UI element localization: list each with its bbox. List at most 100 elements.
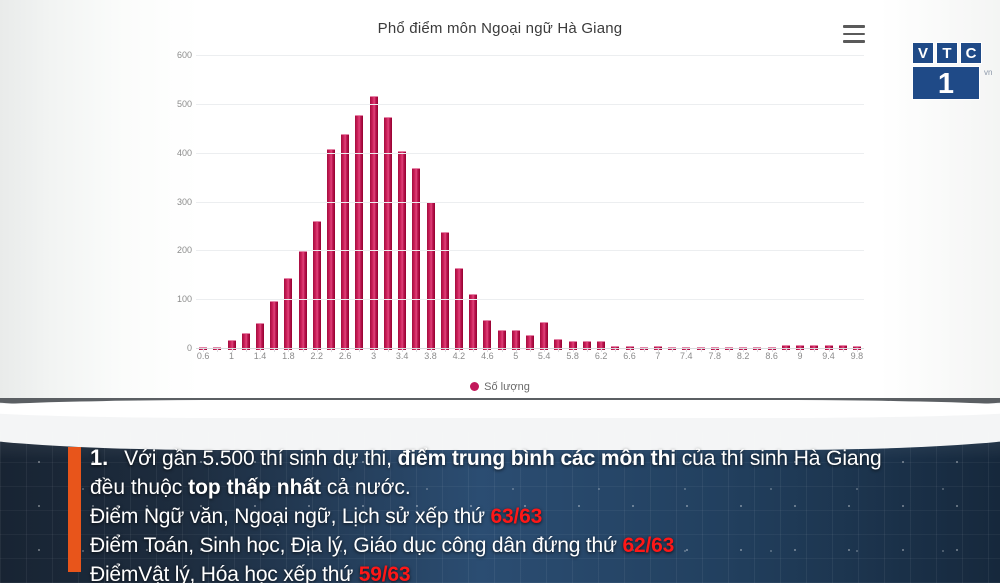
gridline: [196, 152, 864, 154]
bar[interactable]: [497, 329, 506, 350]
x-axis-tick-mark: [601, 348, 603, 352]
gridline: [196, 250, 864, 252]
x-axis-tick-mark: [444, 348, 446, 352]
chart-legend[interactable]: Số lượng: [0, 381, 1000, 393]
bar[interactable]: [227, 340, 236, 350]
bar[interactable]: [284, 278, 293, 350]
banner-line1-part-c: của thí sinh Hà Giang: [676, 447, 882, 470]
y-axis-tick-label: 500: [176, 98, 192, 109]
x-axis-tick-mark: [586, 348, 588, 352]
x-axis-tick-label: 6.2: [594, 351, 608, 361]
x-axis-tick-label: 8.6: [765, 351, 778, 361]
bar[interactable]: [312, 221, 321, 350]
gridline: [196, 55, 864, 56]
bar[interactable]: [582, 341, 591, 350]
bar[interactable]: [781, 345, 790, 350]
x-axis-tick-label: 2.2: [310, 351, 324, 361]
x-axis-tick-mark: [643, 348, 645, 352]
x-axis-tick-mark: [473, 348, 475, 352]
x-axis-tick-label: 1: [228, 351, 234, 361]
bar[interactable]: [838, 344, 847, 350]
bar[interactable]: [341, 134, 350, 350]
bar[interactable]: [810, 345, 819, 350]
x-axis-tick-mark: [814, 348, 816, 352]
x-axis-tick-mark: [515, 348, 517, 352]
banner-line-1: 1. Với gần 5.500 thí sinh dự thi, điểm tr…: [90, 443, 990, 473]
x-axis-tick-label: 9.4: [822, 351, 835, 361]
banner-line-3: Điểm Ngữ văn, Ngoại ngữ, Lịch sử xếp thứ…: [90, 502, 990, 531]
logo-letter-t: T: [936, 42, 958, 64]
bar[interactable]: [256, 323, 264, 350]
chart-plot-area: 0 100 200 300 400 500 600 0.6 1 1.4 1.8 2.2 2.6 3 3.4 3…: [177, 50, 864, 361]
banner-rank-ly: 59/63: [358, 563, 411, 583]
x-axis-tick-label: 1.4: [253, 351, 267, 361]
bar[interactable]: [796, 344, 804, 350]
x-axis-tick-mark: [743, 348, 745, 352]
x-axis-tick-label: 3: [371, 351, 377, 361]
bar[interactable]: [597, 341, 606, 350]
banner-line2-bold: top thấp nhất: [188, 476, 322, 499]
x-axis-tick-label: 5.4: [537, 351, 551, 361]
bar[interactable]: [270, 301, 279, 350]
logo-suffix: vn: [984, 68, 993, 77]
x-axis-tick-label: 0.6: [196, 351, 210, 361]
x-axis-tick-mark: [558, 348, 560, 352]
logo-letter-c: C: [960, 42, 982, 64]
banner-item-number: 1.: [90, 445, 109, 470]
tv-screen: Phổ điểm môn Ngoại ngữ Hà Giang 0 100 200 3…: [0, 0, 1000, 420]
y-axis-tick-label: 200: [176, 245, 192, 256]
banner-line-5: ĐiểmVật lý, Hóa học xếp thứ 59/63: [90, 560, 990, 583]
hamburger-menu-icon[interactable]: [843, 25, 865, 43]
x-axis-tick-mark: [800, 348, 801, 352]
gridline: [196, 103, 864, 105]
x-axis-tick-label: 7.4: [680, 351, 693, 361]
x-axis-tick-mark: [672, 348, 674, 352]
x-axis-tick-mark: [430, 348, 432, 352]
bar[interactable]: [369, 96, 378, 350]
banner-line1-part-a: Với gần 5.500 thí sinh dự thi,: [124, 447, 398, 470]
bar[interactable]: [440, 231, 449, 350]
x-axis-tick-mark: [842, 348, 844, 352]
x-axis-tick-mark: [402, 348, 404, 352]
bar[interactable]: [568, 340, 577, 350]
bar[interactable]: [327, 148, 335, 350]
x-axis-tick-mark: [217, 348, 219, 352]
x-axis-tick-label: 3.8: [424, 351, 437, 361]
x-axis-tick-label: 9.8: [850, 351, 864, 361]
logo-letter-v: V: [912, 42, 934, 64]
bar[interactable]: [383, 117, 392, 350]
bar[interactable]: [540, 322, 549, 350]
banner-line-4: Điểm Toán, Sinh học, Địa lý, Giáo dục cô…: [90, 531, 990, 560]
bar[interactable]: [526, 335, 534, 350]
bar[interactable]: [241, 332, 250, 350]
bar[interactable]: [824, 344, 833, 350]
x-axis-tick-mark: [260, 348, 261, 352]
y-axis-tick-label: 600: [176, 50, 192, 60]
bezel-edge-light: [0, 400, 1000, 418]
bar[interactable]: [483, 319, 492, 350]
x-axis-tick-mark: [288, 348, 290, 352]
bar[interactable]: [511, 330, 520, 350]
x-axis-tick-label: 4.2: [452, 351, 466, 361]
x-axis-tick-mark: [828, 348, 830, 352]
bar[interactable]: [426, 201, 435, 350]
bar[interactable]: [554, 339, 563, 350]
x-axis-tick-mark: [686, 348, 688, 352]
banner-text: 1. Với gần 5.500 thí sinh dự thi, điểm tr…: [90, 443, 990, 583]
bar[interactable]: [469, 294, 478, 350]
x-axis-tick-label: 6.6: [623, 351, 636, 361]
logo-channel-number: 1: [912, 66, 980, 100]
gridline: [196, 201, 864, 203]
x-axis-tick-mark: [615, 348, 617, 352]
bar[interactable]: [653, 345, 662, 350]
bar[interactable]: [412, 168, 421, 350]
bar[interactable]: [298, 251, 307, 350]
y-axis-tick-label: 100: [176, 294, 192, 305]
bar-series: [196, 57, 864, 350]
bar[interactable]: [454, 268, 463, 350]
x-axis-tick-mark: [629, 348, 631, 352]
bar[interactable]: [355, 114, 364, 350]
x-axis-tick-label: 8.2: [736, 351, 750, 361]
x-axis-tick-mark: [416, 348, 418, 352]
